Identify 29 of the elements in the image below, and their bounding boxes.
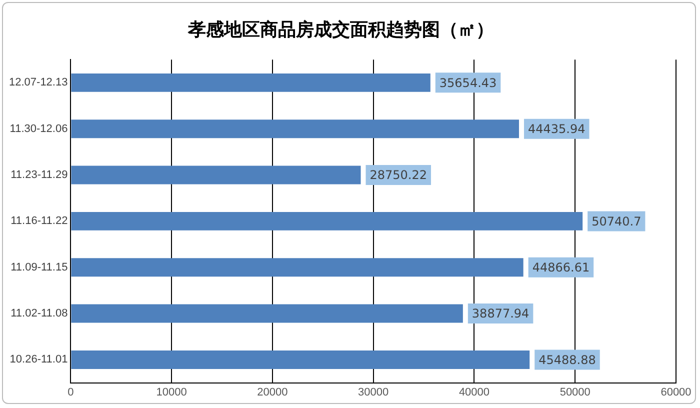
x-tick-label: 60000 [660, 386, 692, 398]
x-tick-label: 40000 [458, 386, 490, 398]
y-tick-label: 11.23-11.29 [10, 169, 68, 182]
chart-title: 孝感地区商品房成交面积趋势图（㎡） [187, 19, 494, 40]
data-label: 44866.61 [532, 260, 590, 274]
y-tick-label: 11.16-11.22 [10, 215, 68, 228]
bar [71, 120, 519, 138]
y-tick-label: 11.09-11.15 [10, 261, 68, 274]
y-tick-label: 12.07-12.13 [9, 76, 68, 89]
y-tick-label: 10.26-11.01 [10, 354, 68, 366]
bar [71, 258, 524, 277]
bar [71, 166, 361, 184]
x-tick-label: 10000 [156, 386, 187, 398]
data-label: 35654.43 [439, 76, 497, 90]
data-label: 50740.7 [592, 214, 642, 228]
y-tick-label: 11.02-11.08 [10, 308, 68, 320]
x-tick-label: 30000 [358, 386, 389, 398]
data-label: 38877.94 [472, 306, 530, 321]
bar [71, 304, 463, 323]
bar [71, 350, 530, 369]
data-label: 45488.88 [538, 352, 596, 367]
data-label: 28750.22 [370, 168, 428, 182]
x-tick-label: 20000 [257, 386, 288, 398]
data-label: 44435.94 [528, 122, 586, 136]
y-tick-label: 11.30-12.06 [10, 122, 68, 135]
bar [71, 212, 583, 230]
x-tick-label: 50000 [560, 386, 590, 398]
bar [71, 73, 430, 92]
x-tick-label: 0 [68, 386, 74, 398]
